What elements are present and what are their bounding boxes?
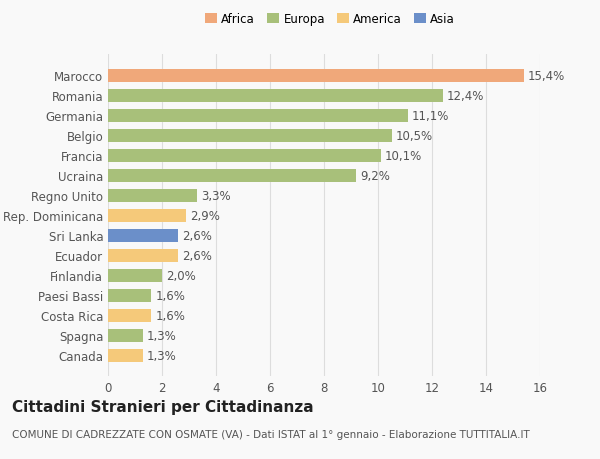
- Text: 9,2%: 9,2%: [361, 169, 391, 182]
- Bar: [108, 329, 143, 342]
- Bar: [108, 90, 443, 102]
- Bar: [108, 209, 187, 222]
- Bar: [108, 169, 356, 182]
- Bar: [108, 249, 178, 262]
- Text: 3,3%: 3,3%: [201, 189, 231, 202]
- Bar: [108, 129, 392, 142]
- Text: 2,0%: 2,0%: [166, 269, 196, 282]
- Bar: [108, 309, 151, 322]
- Text: COMUNE DI CADREZZATE CON OSMATE (VA) - Dati ISTAT al 1° gennaio - Elaborazione T: COMUNE DI CADREZZATE CON OSMATE (VA) - D…: [12, 429, 530, 439]
- Text: 1,3%: 1,3%: [147, 329, 177, 342]
- Legend: Africa, Europa, America, Asia: Africa, Europa, America, Asia: [200, 8, 460, 31]
- Text: 11,1%: 11,1%: [412, 110, 449, 123]
- Bar: [108, 229, 178, 242]
- Bar: [108, 150, 381, 162]
- Text: 1,6%: 1,6%: [155, 289, 185, 302]
- Text: 2,6%: 2,6%: [182, 249, 212, 262]
- Bar: [108, 110, 408, 123]
- Text: 12,4%: 12,4%: [447, 90, 484, 103]
- Bar: [108, 269, 162, 282]
- Text: 10,1%: 10,1%: [385, 150, 422, 162]
- Text: Cittadini Stranieri per Cittadinanza: Cittadini Stranieri per Cittadinanza: [12, 399, 314, 414]
- Text: 1,6%: 1,6%: [155, 309, 185, 322]
- Text: 2,6%: 2,6%: [182, 229, 212, 242]
- Bar: [108, 189, 197, 202]
- Bar: [108, 70, 524, 83]
- Text: 1,3%: 1,3%: [147, 349, 177, 362]
- Bar: [108, 289, 151, 302]
- Text: 2,9%: 2,9%: [190, 209, 220, 222]
- Text: 15,4%: 15,4%: [528, 70, 565, 83]
- Text: 10,5%: 10,5%: [395, 129, 433, 142]
- Bar: [108, 349, 143, 362]
